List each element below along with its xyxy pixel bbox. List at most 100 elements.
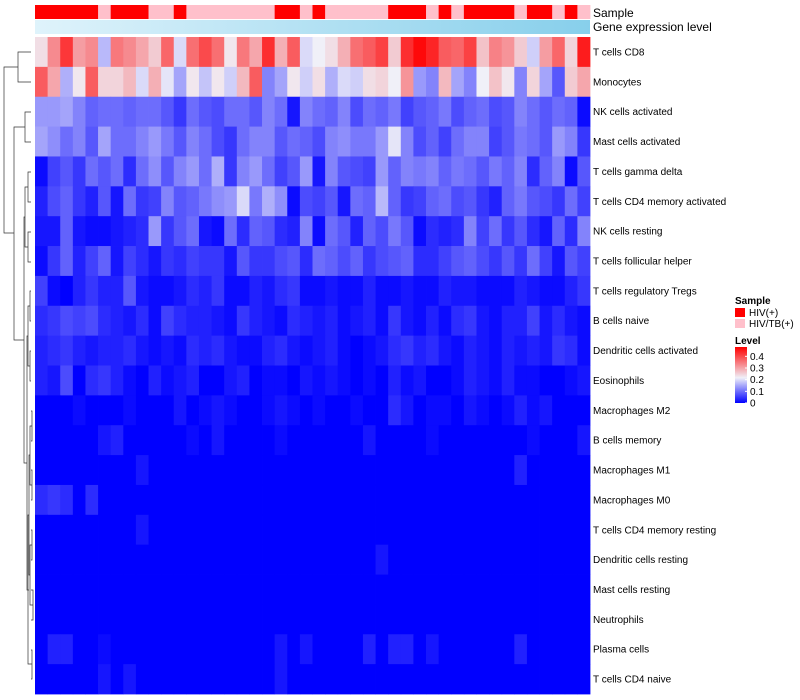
- heatmap-cell: [186, 664, 200, 695]
- heatmap-cell: [198, 664, 212, 695]
- heatmap-cell: [173, 604, 187, 635]
- heatmap-cell: [173, 455, 187, 486]
- heatmap-cell: [123, 156, 137, 187]
- heatmap-cell: [60, 335, 74, 366]
- heatmap-cell: [375, 634, 389, 665]
- heatmap-cell: [375, 305, 389, 337]
- heatmap-cell: [47, 574, 61, 605]
- heatmap-cell: [211, 246, 225, 277]
- legend-tick-label: 0: [750, 399, 756, 410]
- heatmap-cell: [85, 275, 99, 307]
- heatmap-cell: [110, 156, 124, 187]
- heatmap-cell: [135, 604, 149, 635]
- heatmap-cell: [161, 664, 175, 695]
- heatmap-cell: [72, 37, 86, 68]
- heatmap-cell: [123, 305, 137, 337]
- heatmap-cell: [85, 216, 99, 247]
- row-dendrogram: [3, 51, 34, 680]
- row-label: T cells CD8: [593, 47, 645, 58]
- heatmap-cell: [463, 425, 477, 456]
- heatmap-cell: [262, 156, 276, 187]
- heatmap-cell: [287, 574, 301, 605]
- heatmap-cell: [539, 37, 553, 68]
- heatmap-cell: [564, 425, 578, 456]
- heatmap-cell: [438, 484, 452, 516]
- heatmap-cell: [438, 455, 452, 486]
- heatmap-cell: [501, 634, 515, 665]
- heatmap-cell: [60, 186, 74, 217]
- heatmap-cell: [362, 246, 376, 277]
- heatmap-cell: [463, 574, 477, 605]
- heatmap-cell: [47, 37, 61, 68]
- heatmap-cell: [110, 216, 124, 247]
- heatmap-cell: [72, 186, 86, 217]
- heatmap-cell: [287, 246, 301, 277]
- heatmap-cell: [388, 664, 402, 695]
- heatmap-cell: [173, 37, 187, 68]
- heatmap-cell: [388, 246, 402, 277]
- heatmap-cell: [47, 395, 61, 426]
- heatmap-cell: [148, 484, 162, 516]
- heatmap-cell: [299, 574, 313, 605]
- heatmap-cell: [552, 544, 566, 575]
- heatmap-cell: [123, 514, 137, 546]
- heatmap-cell: [274, 664, 288, 695]
- heatmap-cell: [526, 604, 540, 635]
- heatmap-cell: [463, 335, 477, 366]
- heatmap-cell: [426, 96, 440, 127]
- heatmap-cell: [552, 395, 566, 426]
- heatmap-cell: [526, 156, 540, 187]
- heatmap-cell: [476, 455, 490, 486]
- sample-annotation-cell: [47, 5, 61, 19]
- heatmap-cell: [489, 425, 503, 456]
- heatmap-cell: [350, 634, 364, 665]
- heatmap-cell: [362, 126, 376, 157]
- heatmap-cell: [35, 186, 49, 217]
- row-labels: T cells CD8 Monocytes NK cells activated Ma…: [593, 47, 726, 685]
- heatmap-cell: [287, 96, 301, 127]
- heatmap-cell: [98, 246, 112, 277]
- heatmap-cell: [123, 425, 137, 456]
- heatmap-cell: [72, 246, 86, 277]
- heatmap-cell: [325, 335, 339, 366]
- heatmap-cell: [47, 634, 61, 665]
- heatmap-cell: [249, 335, 263, 366]
- heatmap-cell: [463, 305, 477, 337]
- heatmap-cell: [400, 664, 414, 695]
- heatmap-cell: [249, 186, 263, 217]
- heatmap-cell: [564, 365, 578, 396]
- heatmap-cell: [476, 514, 490, 546]
- heatmap-cell: [577, 574, 591, 605]
- heatmap-cell: [135, 365, 149, 396]
- heatmap-cell: [526, 634, 540, 665]
- heatmap-cell: [337, 246, 351, 277]
- heatmap-cell: [98, 156, 112, 187]
- heatmap-cell: [287, 634, 301, 665]
- heatmap-cell: [501, 126, 515, 157]
- heatmap-cell: [514, 335, 528, 366]
- heatmap-cell: [451, 455, 465, 486]
- heatmap-cell: [438, 246, 452, 277]
- sample-annotation-cell: [552, 5, 566, 19]
- heatmap-cell: [262, 664, 276, 695]
- heatmap-cell: [299, 66, 313, 98]
- heatmap-cell: [577, 37, 591, 68]
- heatmap-cell: [337, 96, 351, 127]
- heatmap-cell: [161, 66, 175, 98]
- heatmap-cell: [375, 365, 389, 396]
- heatmap-cell: [362, 455, 376, 486]
- heatmap-cell: [514, 126, 528, 157]
- heatmap-cell: [262, 216, 276, 247]
- heatmap-cell: [564, 335, 578, 366]
- heatmap-cell: [312, 96, 326, 127]
- heatmap-cell: [552, 634, 566, 665]
- heatmap-cell: [400, 365, 414, 396]
- heatmap-cell: [350, 246, 364, 277]
- heatmap-cell: [325, 365, 339, 396]
- heatmap-cell: [198, 574, 212, 605]
- heatmap-cell: [135, 37, 149, 68]
- heatmap-cell: [186, 156, 200, 187]
- sample-annotation-cell: [312, 5, 326, 19]
- heatmap-cell: [60, 275, 74, 307]
- heatmap-cell: [287, 664, 301, 695]
